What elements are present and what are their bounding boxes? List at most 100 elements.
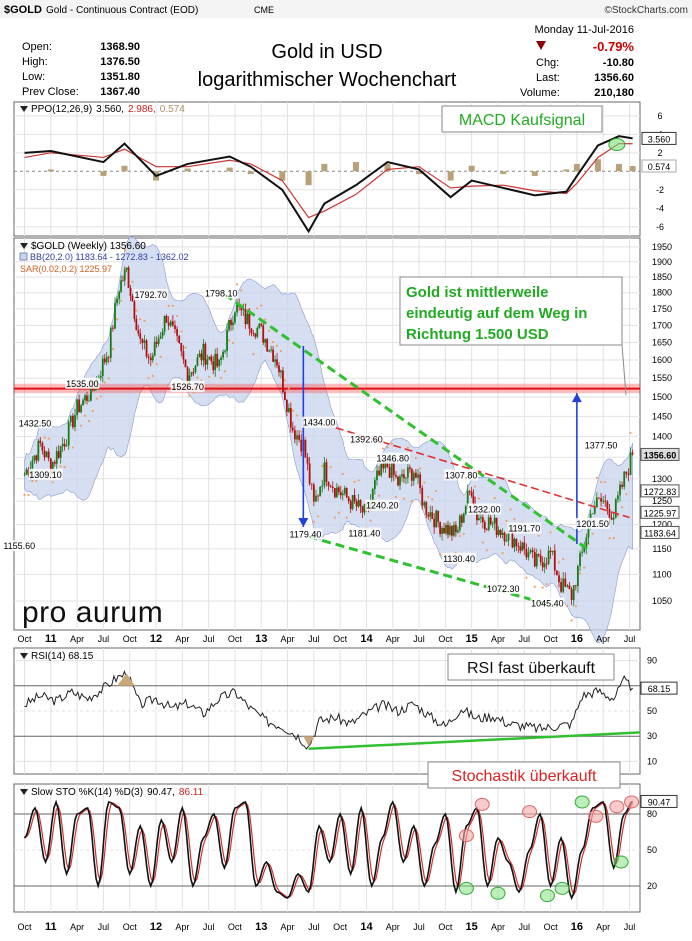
sar-dot (406, 446, 409, 449)
price-candle-body (59, 446, 62, 458)
price-candle-body (99, 376, 102, 378)
x-axis-tick-label: Oct (333, 634, 348, 644)
collapse-icon (20, 789, 28, 795)
sar-dot (591, 532, 594, 535)
sto-layer: 80 50 20 90.47 (14, 794, 678, 903)
price-candle-body (570, 589, 573, 601)
x-axis-tick-label: 16 (571, 921, 583, 933)
ppo-legend-name: PPO(12,26,9) (31, 104, 92, 115)
ppo-histogram-bar (121, 165, 128, 172)
x-axis-tick-label: Jul (308, 922, 320, 932)
price-candle-body (47, 451, 50, 459)
rsi-annotation-text: RSI fast überkauft (467, 660, 596, 677)
rsi-y-tick-label: 90 (647, 656, 657, 666)
price-candle-body (583, 547, 586, 552)
price-candle-body (431, 512, 434, 519)
collapse-icon (20, 653, 28, 659)
sar-dot (131, 280, 134, 283)
price-legend-bb: BB(20,2.0) 1183.64 - 1272.83 - 1362.02 (30, 252, 188, 262)
price-candle-body (433, 518, 436, 528)
price-candle-body (228, 320, 230, 330)
price-y-tick-label: 1300 (652, 474, 672, 484)
price-candle-body (178, 335, 181, 343)
ppo-y-tick-label: -6 (656, 222, 664, 232)
price-legend-sar: SAR(0.02,0.2) 1225.97 (20, 264, 112, 274)
price-candle-body (449, 525, 451, 535)
ppo-hist-label-box (641, 159, 677, 173)
sar-dot (357, 479, 360, 482)
price-candle-body (423, 502, 426, 506)
sto-last-label: 90.47 (648, 797, 671, 807)
rsi-last-label: 68.15 (648, 684, 671, 694)
price-candle-body (341, 493, 344, 496)
ppo-y-tick-label: 2 (657, 148, 662, 158)
sar-dot (423, 481, 426, 484)
price-candle-body (147, 356, 150, 358)
ppo-histogram-bar (247, 171, 254, 175)
price-candle-body (200, 353, 203, 361)
price-candle-body (574, 585, 577, 587)
x-axis-tick-label: Jul (203, 634, 215, 644)
price-candle-body (232, 322, 234, 326)
x-axis-tick-label: Oct (18, 634, 33, 644)
x-axis-tick-label: Jul (98, 634, 110, 644)
sar-dot (135, 309, 138, 312)
price-label-bg (349, 433, 384, 445)
price-candle-body (308, 463, 311, 484)
sar-dot (216, 385, 219, 388)
price-candle-body (264, 339, 267, 343)
sar-dot (83, 414, 87, 417)
sar-dot (462, 532, 465, 536)
sto-legend-k: 90.47, (147, 787, 175, 798)
sar-dot (180, 330, 183, 333)
trend-channel-upper (223, 293, 589, 551)
price-candle-body (220, 357, 223, 360)
price-candle-body (254, 333, 257, 337)
price-right-label: 1356.60 (644, 450, 677, 460)
price-candle-body (25, 469, 28, 475)
sar-dot (477, 497, 480, 500)
price-candle-body (103, 358, 106, 363)
x-axis-tick-label: Apr (491, 634, 505, 644)
price-candle-body (560, 582, 562, 592)
price-candle-body (246, 313, 249, 325)
price-candle-body (266, 339, 269, 352)
price-label: 1130.40 (443, 554, 475, 564)
price-candle-body (403, 474, 405, 479)
price-candle-body (291, 427, 294, 431)
bb-swatch (19, 252, 28, 261)
price-y-tick-label: 1950 (652, 242, 672, 252)
rsi-y-tick-label: 50 (647, 706, 657, 716)
x-axis-tick-label: Jul (308, 634, 320, 644)
price-candle-body (427, 514, 430, 517)
price-candle-body (90, 382, 92, 401)
rsi-overbought-fill (117, 673, 135, 686)
price-candle-body (242, 308, 245, 311)
sar-dot (240, 289, 243, 292)
sto-panel-frame (13, 783, 641, 913)
price-label-bg (575, 517, 610, 529)
sto-oversold-circle (554, 881, 570, 895)
price-candle-body (363, 504, 366, 513)
price-candle-body (107, 357, 110, 359)
sar-dot (279, 349, 283, 353)
collapse-icon (20, 106, 28, 112)
sar-dot (557, 561, 561, 564)
ppo-legend-ppo: 3.560, (96, 104, 124, 115)
price-candle-body (43, 450, 46, 458)
price-label-bg (288, 528, 323, 540)
price-candle-body (274, 359, 276, 362)
price-candle-body (214, 353, 217, 371)
sar-dot (59, 465, 62, 468)
price-candle-body (236, 304, 238, 313)
sar-dot (570, 619, 573, 622)
price-candle-body (355, 501, 358, 507)
sar-dot (621, 506, 624, 509)
price-candle-body (435, 510, 438, 528)
price-candle-body (82, 400, 84, 406)
price-candle-body (458, 515, 461, 531)
price-layer: 1950 1900 1850 1800 1750 1700 1650 1600 1550 1500… (2, 236, 680, 644)
price-candle-body (208, 356, 211, 360)
price-candle-body (483, 522, 486, 530)
price-candle-body (204, 343, 207, 365)
